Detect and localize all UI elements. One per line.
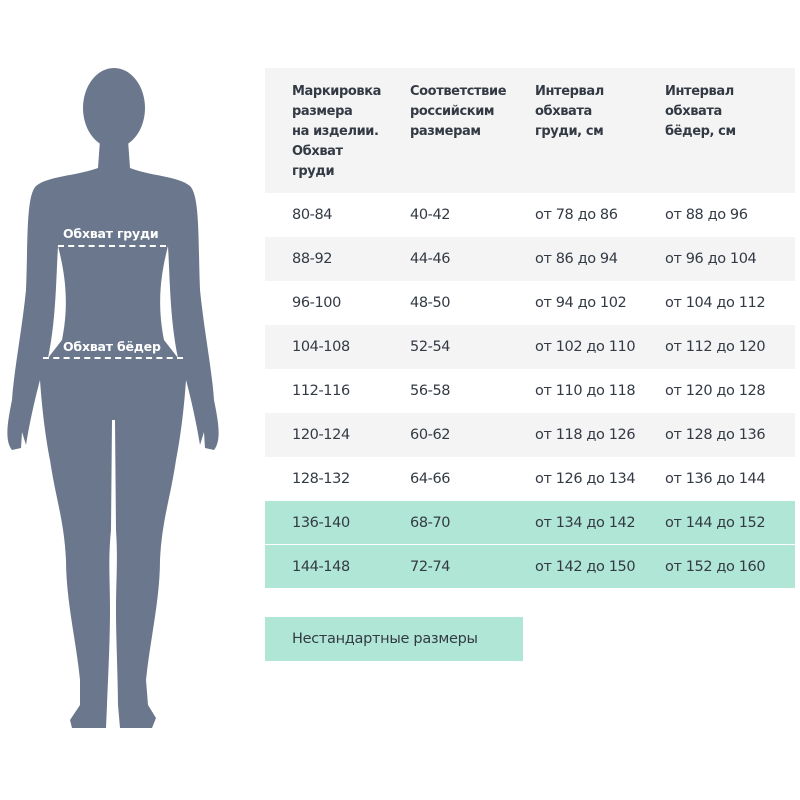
hips-line [43,357,183,359]
table-cell: 68-70 [410,514,451,531]
table-row: 80-84 40-42 от 78 до 86 от 88 до 96 [265,193,795,237]
table-cell: 144-148 [292,558,350,575]
table-cell: от 78 до 86 [535,207,618,223]
table-cell: от 88 до 96 [665,207,748,223]
table-header: Маркировка размера на изделии. Обхват гр… [265,68,795,193]
table-cell: от 136 до 144 [665,471,766,487]
header-cell: Соответствие российским размерам [410,84,507,139]
table-cell: 44-46 [410,251,451,267]
table-cell: 80-84 [292,207,333,223]
table-row: 112-116 56-58 от 110 до 118 от 120 до 128 [265,369,795,413]
table-cell: от 102 до 110 [535,339,636,355]
table-cell: 60-62 [410,427,451,443]
table-cell: 56-58 [410,383,451,399]
table-cell: 88-92 [292,251,333,267]
table-cell: 136-140 [292,514,350,531]
table-cell: 120-124 [292,427,350,443]
table-cell: от 94 до 102 [535,295,627,311]
table-cell: от 128 до 136 [665,427,766,443]
table-cell: от 110 до 118 [535,383,636,399]
table-cell: 104-108 [292,339,350,355]
header-cell: Маркировка размера на изделии. Обхват гр… [292,84,382,179]
table-row: 96-100 48-50 от 94 до 102 от 104 до 112 [265,281,795,325]
table-cell: 72-74 [410,558,451,575]
table-row: 128-132 64-66 от 126 до 134 от 136 до 144 [265,457,795,501]
chest-label: Обхват груди [63,226,159,241]
table-cell: от 144 до 152 [665,514,766,531]
table-cell: от 112 до 120 [665,339,766,355]
table-cell: от 142 до 150 [535,558,636,575]
table-cell: 64-66 [410,471,451,487]
head [83,68,145,148]
body-silhouette [7,68,219,728]
table-cell: от 86 до 94 [535,251,618,267]
table-row: 144-148 72-74 от 142 до 150 от 152 до 160 [265,545,795,589]
table-cell: 112-116 [292,383,350,399]
table-row: 104-108 52-54 от 102 до 110 от 112 до 120 [265,325,795,369]
table-cell: от 96 до 104 [665,251,757,267]
table-cell: от 152 до 160 [665,558,766,575]
size-table: Маркировка размера на изделии. Обхват гр… [265,68,795,589]
table-cell: 48-50 [410,295,451,311]
nonstandard-sizes-button[interactable]: Нестандартные размеры [265,617,523,661]
table-row: 120-124 60-62 от 118 до 126 от 128 до 136 [265,413,795,457]
table-cell: от 134 до 142 [535,514,636,531]
table-cell: от 120 до 128 [665,383,766,399]
hips-label: Обхват бёдер [63,339,161,354]
table-cell: 52-54 [410,339,451,355]
table-row: 136-140 68-70 от 134 до 142 от 144 до 152 [265,501,795,545]
table-cell: 96-100 [292,295,341,311]
table-cell: от 126 до 134 [535,471,636,487]
header-cell: Интервал обхвата груди, см [535,84,604,139]
table-cell: 40-42 [410,207,451,223]
table-cell: от 104 до 112 [665,295,766,311]
chest-line [58,245,166,247]
table-row: 88-92 44-46 от 86 до 94 от 96 до 104 [265,237,795,281]
table-cell: от 118 до 126 [535,427,636,443]
table-cell: 128-132 [292,471,350,487]
header-cell: Интервал обхвата бёдер, см [665,84,736,139]
